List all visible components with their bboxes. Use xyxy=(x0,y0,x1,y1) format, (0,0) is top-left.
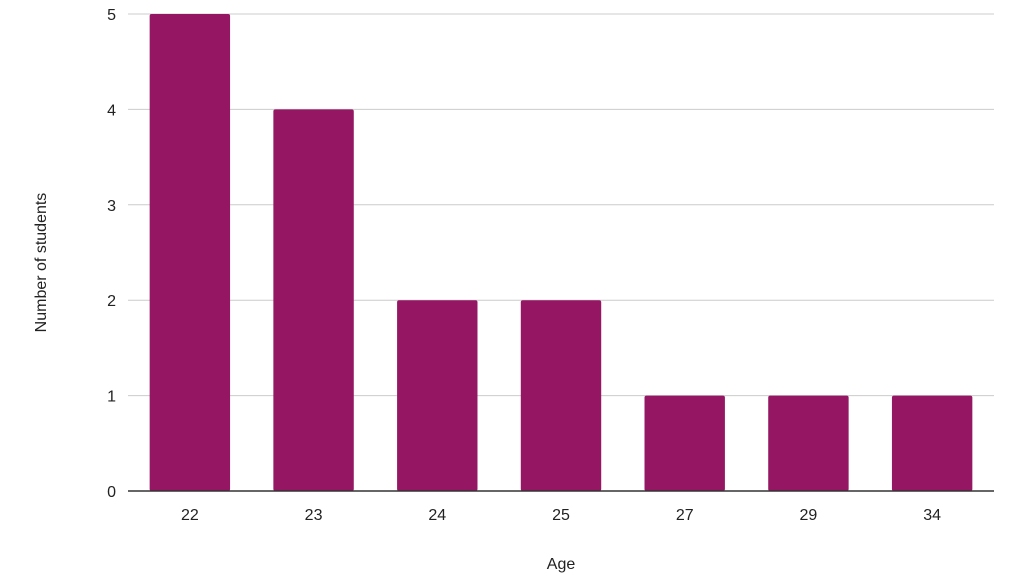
y-axis-ticks: 0 1 2 3 4 5 xyxy=(107,7,116,501)
x-axis-title: Age xyxy=(547,556,576,573)
y-axis-title: Number of students xyxy=(33,193,50,333)
x-tick-label: 25 xyxy=(552,507,570,524)
x-tick-label: 22 xyxy=(181,507,199,524)
x-tick-label: 27 xyxy=(676,507,694,524)
x-tick-label: 24 xyxy=(428,507,446,524)
bar-29 xyxy=(768,395,849,491)
bar-22 xyxy=(149,14,231,491)
bar-25 xyxy=(520,300,602,491)
y-tick-label: 5 xyxy=(107,7,116,24)
bar-34 xyxy=(891,395,973,491)
y-tick-label: 0 xyxy=(107,484,116,501)
x-axis-ticks: 22 23 24 25 27 29 34 xyxy=(181,507,941,524)
x-tick-label: 34 xyxy=(923,507,941,524)
bar-23 xyxy=(273,109,354,492)
x-tick-label: 23 xyxy=(305,507,323,524)
bars xyxy=(149,14,973,492)
gridlines xyxy=(128,13,994,397)
bar-24 xyxy=(397,300,478,491)
y-tick-label: 2 xyxy=(107,293,116,310)
y-tick-label: 3 xyxy=(107,198,116,215)
y-tick-label: 4 xyxy=(107,102,116,119)
x-tick-label: 29 xyxy=(800,507,818,524)
bar-27 xyxy=(644,395,725,491)
y-tick-label: 1 xyxy=(107,389,116,406)
